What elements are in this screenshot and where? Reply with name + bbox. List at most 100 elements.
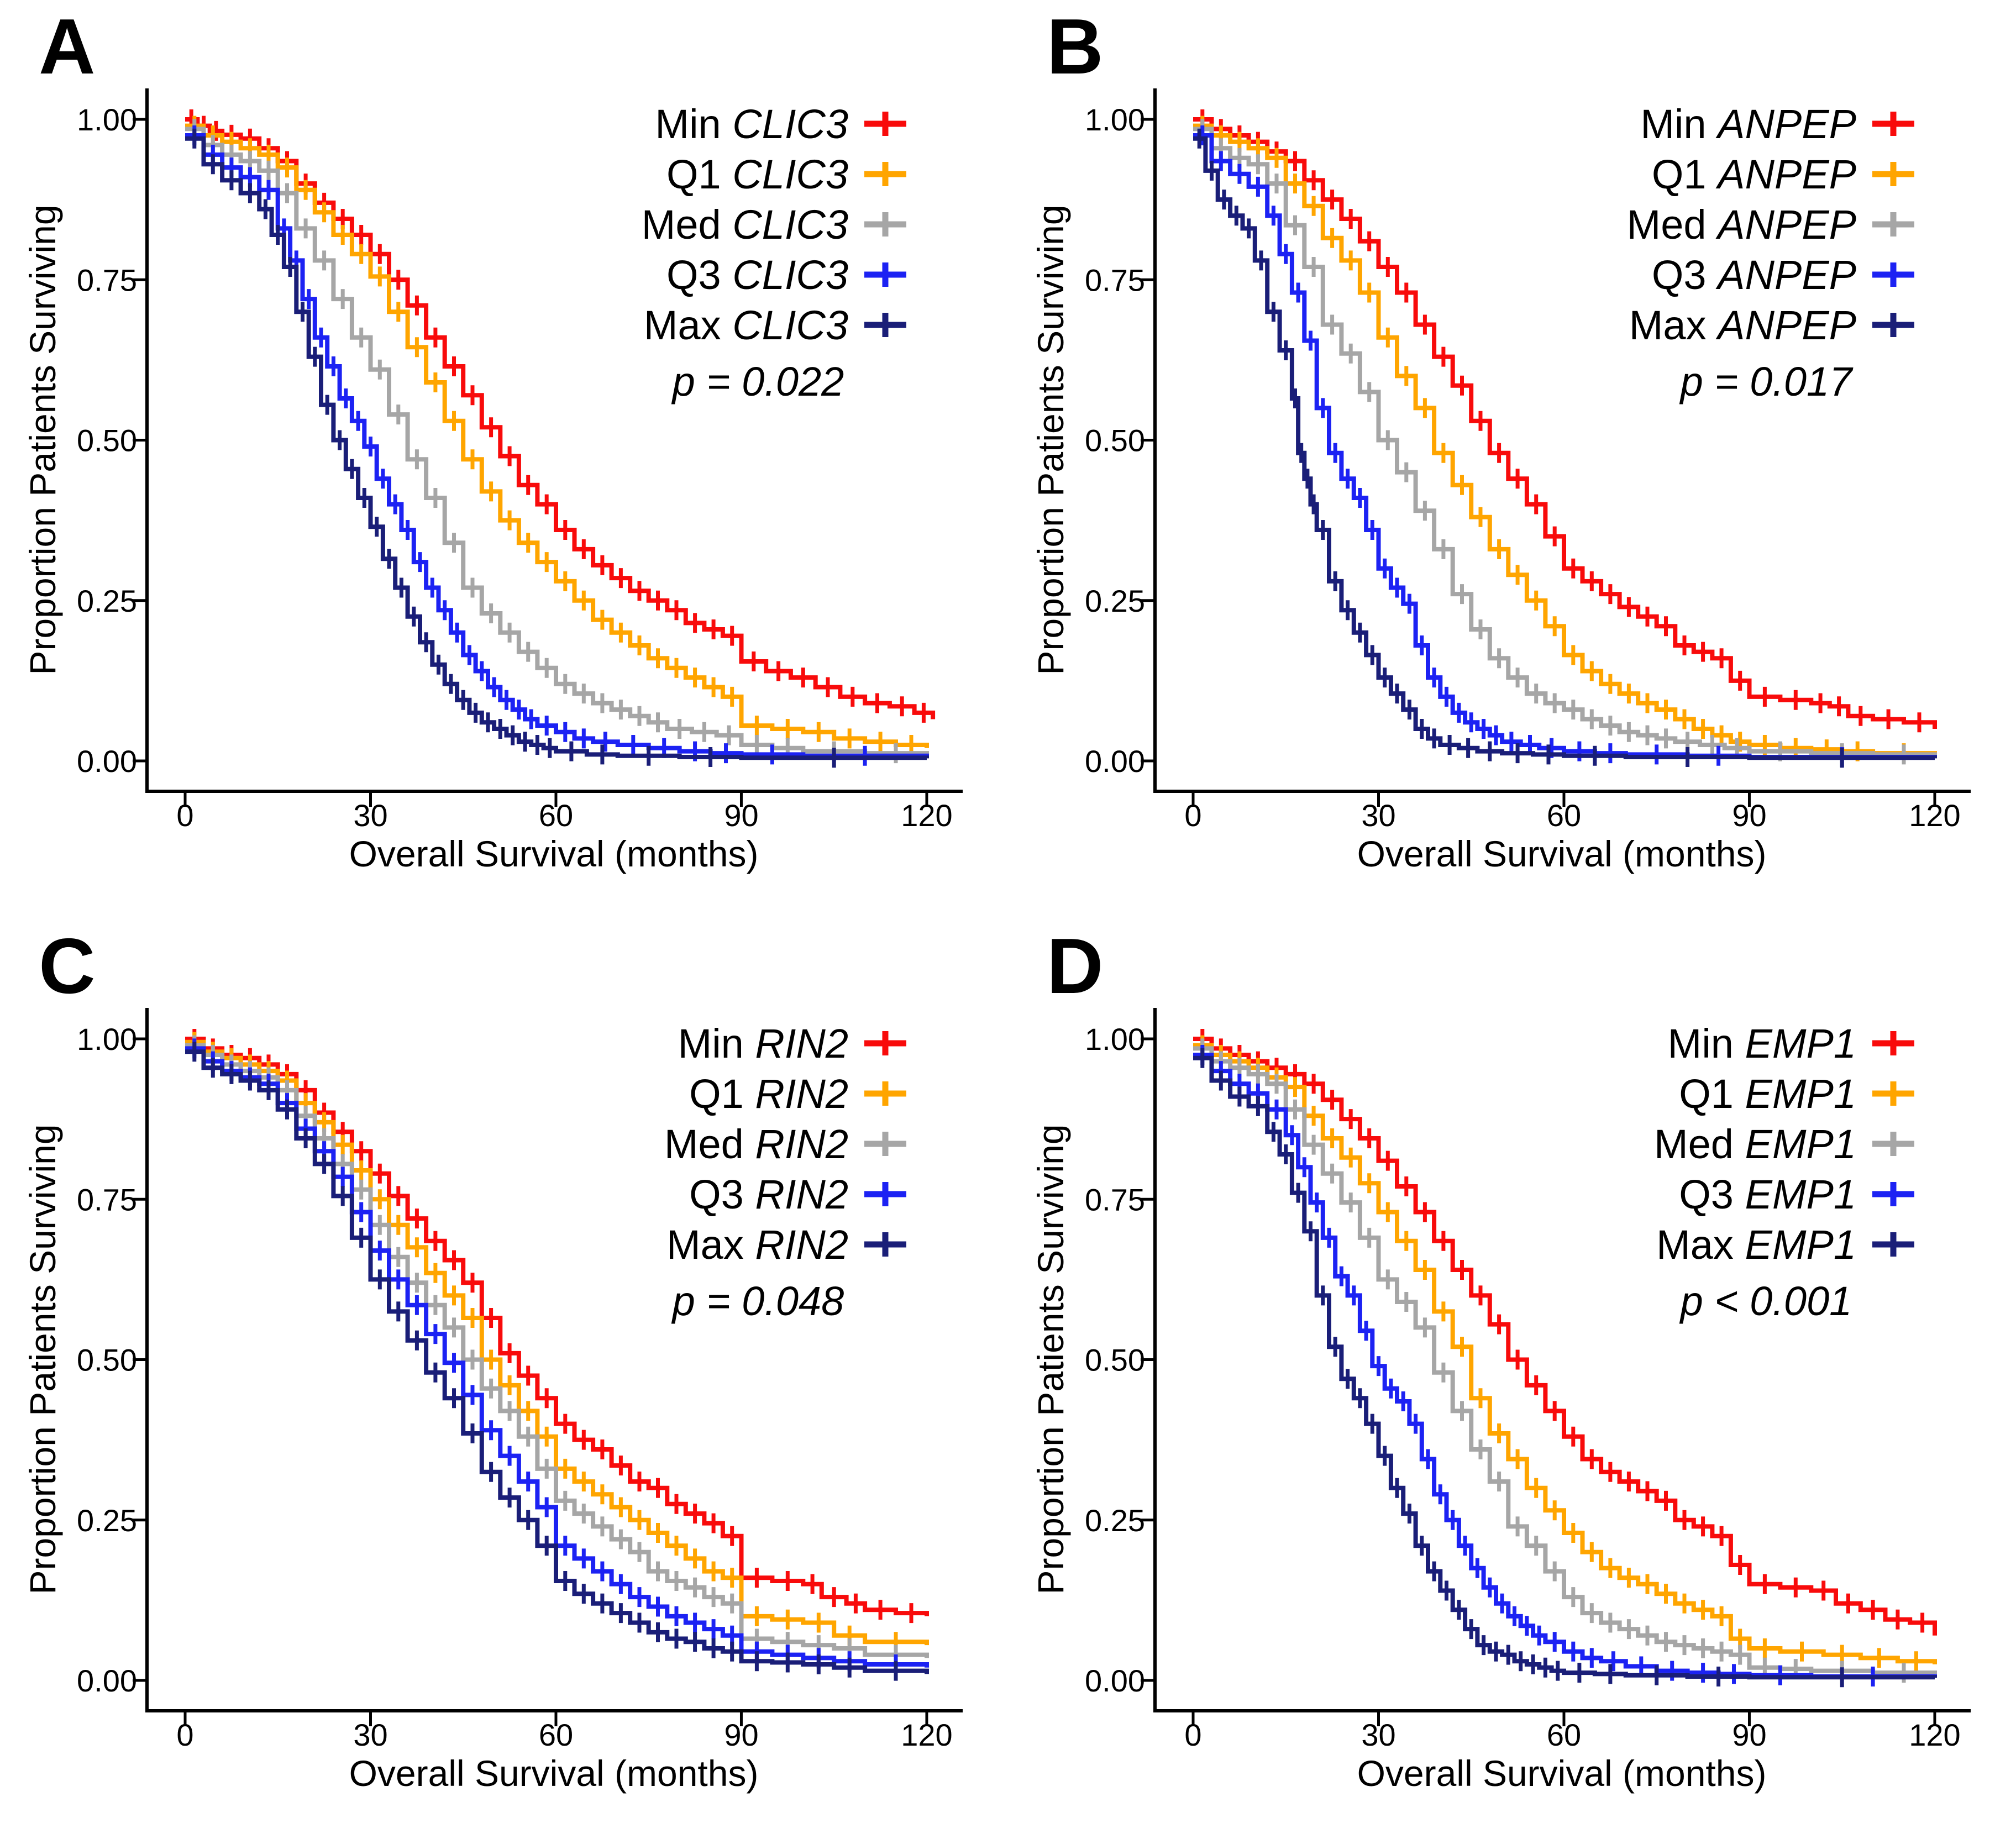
- legend-item-q3: Q3 ANPEP: [1652, 252, 1914, 298]
- panel-B-chart: B 1.00 0.75 0.50 0.25 0.00 0 30 60 90 120 Overall S…: [1030, 3, 1971, 874]
- km-curve-q3-ANPEP: [1193, 133, 1937, 759]
- legend-item-label: Q3 EMP1: [1679, 1171, 1856, 1217]
- x-tick-label: 0: [176, 798, 193, 833]
- x-tick-label: 120: [901, 798, 952, 833]
- legend-item-label: Max RIN2: [666, 1222, 848, 1268]
- legend-prefix: Min: [1668, 1021, 1745, 1066]
- legend-prefix: Med: [1627, 202, 1718, 248]
- y-tick-label: 0.75: [77, 1182, 137, 1217]
- legend-gene: EMP1: [1745, 1071, 1856, 1117]
- y-tick-label: 0.25: [1085, 584, 1145, 618]
- legend-item-label: Min CLIC3: [655, 101, 848, 147]
- y-tick-label: 1.00: [77, 102, 137, 137]
- legend-item-q3: Q3 RIN2: [689, 1171, 906, 1217]
- legend-item-label: Q1 CLIC3: [666, 151, 848, 197]
- x-tick-label: 60: [1547, 1717, 1581, 1752]
- panel-letter: C: [39, 922, 96, 1010]
- legend-prefix: Med: [642, 202, 733, 248]
- panel-D-chart: D 1.00 0.75 0.50 0.25 0.00 0 30 60 90 120 Overall S…: [1030, 922, 1971, 1794]
- y-tick-label: 0.50: [1085, 1343, 1145, 1378]
- legend-item-q3: Q3 EMP1: [1679, 1171, 1914, 1217]
- legend-prefix: Q3: [666, 252, 732, 298]
- panel-A-chart: A 1.00 0.75 0.50 0.25 0.00 0 30 60 90 120 Overall S…: [22, 3, 963, 874]
- y-tick-label: 0.75: [1085, 262, 1145, 297]
- y-tick-label: 0.50: [1085, 423, 1145, 458]
- legend-gene: ANPEP: [1715, 252, 1856, 298]
- x-axis-title: Overall Survival (months): [349, 1753, 759, 1794]
- legend-gene: CLIC3: [732, 151, 848, 197]
- y-tick-label: 1.00: [1085, 102, 1145, 137]
- censor-ticks-max: [1200, 1048, 1844, 1688]
- x-tick-label: 120: [1909, 798, 1960, 833]
- km-curve-med-EMP1: [1193, 1046, 1937, 1675]
- legend-gene: CLIC3: [732, 101, 848, 147]
- legend-gene: EMP1: [1745, 1121, 1856, 1167]
- legend-gene: ANPEP: [1715, 151, 1856, 197]
- legend-gene: RIN2: [755, 1222, 848, 1268]
- legend-prefix: Q1: [1652, 151, 1718, 197]
- x-tick-label: 90: [724, 1717, 758, 1752]
- legend-prefix: Min: [1640, 101, 1718, 147]
- legend-prefix: Q1: [689, 1071, 755, 1117]
- x-tick-label: 120: [1909, 1717, 1960, 1752]
- legend-item-label: Max CLIC3: [644, 302, 848, 348]
- legend-gene: CLIC3: [732, 302, 848, 348]
- x-tick-label: 90: [1732, 1717, 1766, 1752]
- legend-item-label: Q3 ANPEP: [1652, 252, 1856, 298]
- panel-letter: A: [39, 3, 96, 91]
- legend-item-label: Min EMP1: [1668, 1021, 1856, 1066]
- legend-prefix: Max: [1629, 302, 1718, 348]
- legend-item-label: Max EMP1: [1656, 1222, 1856, 1268]
- y-tick-label: 0.75: [1085, 1182, 1145, 1217]
- panel-B: B 1.00 0.75 0.50 0.25 0.00 0 30 60 90 120 Overall S…: [1008, 0, 2016, 920]
- y-tick-label: 0.25: [77, 1503, 137, 1538]
- censor-ticks-max: [192, 1042, 898, 1681]
- legend-gene: RIN2: [755, 1171, 848, 1217]
- legend-gene: EMP1: [1745, 1222, 1856, 1268]
- x-tick-label: 60: [539, 1717, 573, 1752]
- legend-item-min: Min RIN2: [678, 1021, 906, 1066]
- legend-item-label: Med ANPEP: [1627, 202, 1856, 248]
- x-axis-title: Overall Survival (months): [349, 833, 759, 874]
- legend-gene: RIN2: [755, 1121, 848, 1167]
- x-tick-label: 0: [1184, 798, 1201, 833]
- y-axis-title: Proportion Patients Surviving: [1030, 1124, 1071, 1594]
- x-tick-label: 0: [176, 1717, 193, 1752]
- km-curve-max-EMP1: [1193, 1055, 1937, 1680]
- km-curve-min-RIN2: [185, 1037, 929, 1616]
- legend-gene: ANPEP: [1715, 101, 1856, 147]
- legend-item-med: Med ANPEP: [1627, 202, 1914, 248]
- x-tick-label: 30: [353, 798, 387, 833]
- censor-ticks-min: [1200, 1029, 1925, 1633]
- p-value-label: p = 0.048: [671, 1278, 844, 1324]
- censor-ticks-q3: [1200, 125, 1844, 767]
- y-axis-title: Proportion Patients Surviving: [22, 1124, 63, 1594]
- legend-prefix: Min: [678, 1021, 755, 1066]
- legend-gene: ANPEP: [1715, 302, 1856, 348]
- legend-item-label: Med CLIC3: [642, 202, 848, 248]
- x-tick-label: 90: [724, 798, 758, 833]
- x-axis-title: Overall Survival (months): [1357, 1753, 1767, 1794]
- legend-item-med: Med CLIC3: [642, 202, 906, 248]
- y-tick-label: 0.00: [77, 744, 137, 779]
- km-curve-max-CLIC3: [185, 136, 929, 760]
- legend-prefix: Min: [655, 101, 732, 147]
- legend-item-label: Max ANPEP: [1629, 302, 1856, 348]
- legend-prefix: Q3: [689, 1171, 755, 1217]
- y-tick-label: 0.50: [77, 1343, 137, 1378]
- legend-item-label: Q1 EMP1: [1679, 1071, 1856, 1117]
- legend-gene: RIN2: [755, 1021, 848, 1066]
- y-tick-label: 0.00: [77, 1663, 137, 1698]
- y-tick-label: 0.25: [77, 584, 137, 618]
- legend-prefix: Max: [1656, 1222, 1745, 1268]
- p-value-label: p = 0.022: [671, 359, 844, 404]
- panel-C: C 1.00 0.75 0.50 0.25 0.00 0 30 60 90 120 Overall S…: [0, 920, 1008, 1839]
- legend-prefix: Med: [1654, 1121, 1745, 1167]
- legend-item-label: Q3 RIN2: [689, 1171, 848, 1217]
- legend-prefix: Q3: [1679, 1171, 1745, 1217]
- y-tick-label: 0.00: [1085, 744, 1145, 779]
- km-curve-med-CLIC3: [185, 127, 929, 756]
- y-tick-label: 0.00: [1085, 1663, 1145, 1698]
